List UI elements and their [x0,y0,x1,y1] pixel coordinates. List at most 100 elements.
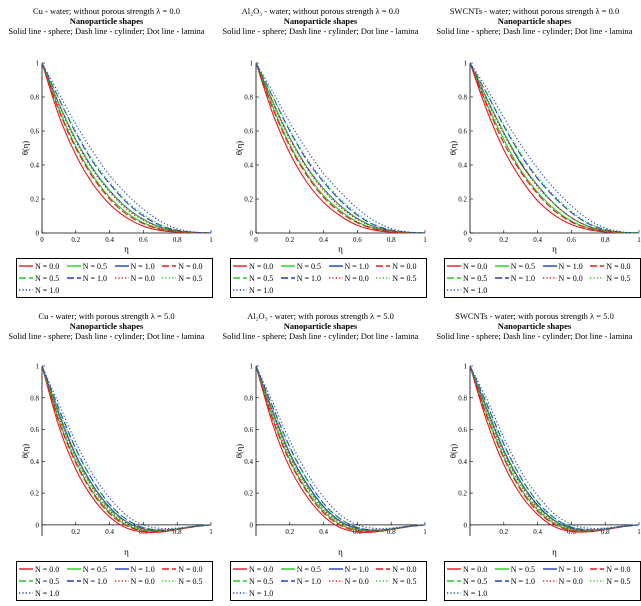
legend-label: N = 0.0 [558,273,583,283]
x-axis-label: η [124,244,129,254]
legend-label: N = 0.0 [463,564,488,574]
x-axis-label: η [338,547,343,557]
legend-item: N = 0.5 [590,575,638,587]
legend-item: N = 0.0 [328,575,377,587]
y-tick-label: 1 [36,60,40,68]
x-axis-label: η [552,244,557,254]
legend-label: N = 0.5 [392,576,417,586]
chart-note: Solid line - sphere; Dash line - cylinde… [436,331,633,341]
x-tick-label: 0.4 [319,236,328,244]
x-tick-label: 0.2 [71,236,80,244]
x-tick-label: 1 [637,236,641,244]
legend-swatch [447,289,461,291]
legend-item: N = 0.5 [66,563,115,575]
legend-item: N = 0.0 [19,563,67,575]
series-line-lamina [255,365,426,532]
series-line-cylinder [469,365,640,533]
y-tick-label: 0.8 [458,394,467,402]
legend-item: N = 0.5 [447,575,495,587]
series-line-sphere [255,365,426,533]
legend-label: N = 1.0 [463,285,488,295]
series-line-lamina [41,365,212,530]
series-line-sphere [41,365,212,531]
legend-label: N = 1.0 [558,261,583,271]
series-line-cylinder [469,62,640,234]
legend-item: N = 1.0 [494,575,543,587]
x-tick-label: 1 [637,528,641,536]
legend-swatch [233,592,247,594]
series-line-cylinder [469,365,640,532]
legend-swatch [328,568,343,570]
legend-swatch [19,277,33,279]
y-axis-label: θ(η) [234,141,244,155]
legend-label: N = 0.0 [178,564,203,574]
legend-label: N = 0.5 [296,564,322,574]
chart-panel: Cu - water; with porous strength λ = 5.0… [0,303,213,606]
legend-item: N = 0.0 [447,260,495,272]
legend: N = 0.0 N = 0.5 N = 1.0 N = 0.0 N = 0.5 N = 1… [444,258,641,298]
series-line-cylinder [41,365,212,532]
legend-label: N = 0.5 [249,576,274,586]
legend-label: N = 1.0 [82,576,108,586]
legend-swatch [233,568,247,570]
legend-swatch [162,265,177,267]
legend-swatch [328,580,343,582]
legend-label: N = 1.0 [296,273,322,283]
legend-swatch [162,568,177,570]
series-line-cylinder [41,62,212,234]
legend-item: N = 1.0 [233,284,281,296]
x-tick-label: 0.8 [173,236,182,244]
chart-subtitle: Nanoparticle shapes [283,321,358,331]
legend-swatch [114,580,129,582]
series-line-lamina [41,62,212,234]
chart-title: Cu - water; without porous strength λ = … [32,6,181,16]
legend-swatch [114,568,129,570]
y-axis-label: θ(η) [448,141,458,155]
legend-label: N = 0.0 [606,564,631,574]
chart-title-block: Al₂O₃ - water; without porous strength λ… [214,6,427,36]
chart-note: Solid line - sphere; Dash line - cylinde… [8,26,205,36]
series-line-lamina [469,62,640,234]
legend-label: N = 1.0 [344,261,369,271]
y-tick-label: 0.2 [244,490,253,498]
legend-item: N = 0.5 [162,575,210,587]
legend-item: N = 0.5 [376,575,424,587]
y-tick-label: 0.8 [458,94,467,102]
legend-label: N = 0.0 [463,261,488,271]
legend-item: N = 0.0 [233,563,281,575]
chart-note: Solid line - sphere; Dash line - cylinde… [222,26,419,36]
x-tick-label: 0 [40,236,44,244]
y-tick-label: 0.2 [244,196,253,204]
legend-item: N = 0.5 [66,260,115,272]
legend-swatch [114,277,129,279]
legend-label: N = 0.5 [606,576,631,586]
y-tick-label: 0.4 [30,458,39,466]
legend-item: N = 0.0 [376,260,424,272]
chart-subtitle: Nanoparticle shapes [497,321,572,331]
series-line-sphere [469,365,640,532]
legend-item: N = 0.5 [280,563,329,575]
legend-label: N = 0.0 [35,564,60,574]
chart-panel: SWCNTs - water; without porous strength … [428,0,641,303]
line-chart: 00.20.40.60.810.2 0.4 0.6 0.8 1θ(η)η [234,363,427,558]
legend-label: N = 1.0 [510,273,536,283]
legend-label: N = 0.0 [130,273,155,283]
chart-title: SWCNTs - water; without porous strength … [449,6,620,16]
legend-swatch [66,277,81,279]
x-tick-label: 0.8 [387,236,396,244]
legend-swatch [233,277,247,279]
legend-label: N = 0.5 [82,564,108,574]
legend-swatch [280,265,295,267]
x-axis-label: η [338,244,343,254]
chart-subtitle: Nanoparticle shapes [69,321,144,331]
y-tick-label: 0.2 [458,490,467,498]
legend-item: N = 0.5 [233,575,281,587]
legend-label: N = 1.0 [296,576,322,586]
legend-swatch [19,592,33,594]
legend-item: N = 0.5 [19,575,67,587]
legend-item: N = 0.0 [328,272,377,284]
legend-item: N = 0.0 [590,260,638,272]
y-tick-label: 0.6 [458,426,467,434]
legend-item: N = 0.5 [494,563,543,575]
legend-item: N = 1.0 [542,563,591,575]
